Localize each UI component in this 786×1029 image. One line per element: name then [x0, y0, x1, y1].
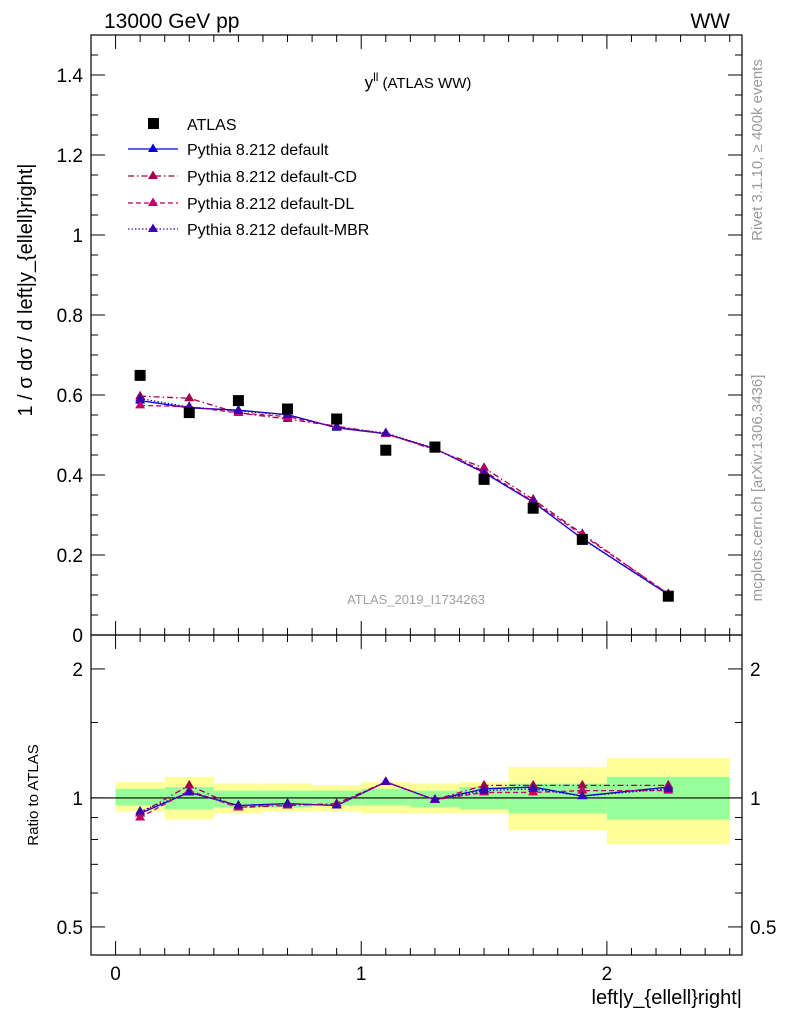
- plot-title-rest: (ATLAS WW): [382, 75, 471, 92]
- ratio-point-mbr: [528, 783, 539, 792]
- legend: ATLAS Pythia 8.212 default Pythia 8.212 …: [128, 117, 369, 239]
- ratio-point-dl: [135, 812, 146, 821]
- main-line-mbr: [140, 397, 669, 596]
- ratio-band-layer: [91, 757, 742, 845]
- x-tick-label: 2: [602, 964, 613, 985]
- ratio-y-tick-label-left: 1: [72, 789, 83, 810]
- header-beam-energy: 13000 GeV pp: [104, 10, 239, 33]
- legend-marker-mbr: [148, 223, 158, 232]
- main-point-cd: [184, 392, 195, 402]
- main-atlas-point: [331, 413, 343, 425]
- main-atlas-point: [183, 407, 195, 419]
- ratio-point-mbr: [184, 786, 195, 796]
- legend-label-cd: Pythia 8.212 default-CD: [187, 169, 357, 186]
- mcplots-label: mcplots.cern.ch [arXiv:1306.3436]: [749, 375, 766, 602]
- ratio-y-tick-label-left: 2: [72, 660, 83, 681]
- rivet-version-label: Rivet 3.1.10, ≥ 400k events: [749, 59, 766, 241]
- ratio-band-inner: [115, 788, 165, 806]
- plot-title-sup: ll: [373, 70, 378, 84]
- legend-label-mbr: Pythia 8.212 default-MBR: [187, 222, 369, 239]
- legend-marker-atlas: [148, 118, 159, 129]
- plot-title-base: y: [365, 73, 374, 92]
- main-y-axis-label: 1 / σ dσ / d left|y_{ellell}right|: [15, 164, 37, 417]
- main-y-tick-label: 1.4: [57, 66, 84, 87]
- main-point-mbr: [135, 393, 146, 402]
- ratio-point-mbr: [380, 776, 391, 785]
- main-atlas-point: [380, 444, 392, 456]
- main-atlas-point: [232, 395, 244, 407]
- analysis-watermark: ATLAS_2019_I1734263: [347, 592, 485, 607]
- ratio-point-mbr: [479, 785, 490, 794]
- ratio-band-inner: [213, 790, 263, 808]
- main-y-tick-label: 0.4: [57, 466, 84, 487]
- ratio-point-mbr: [282, 798, 293, 807]
- legend-label-dl: Pythia 8.212 default-DL: [187, 196, 354, 213]
- ratio-y-tick-label-right: 0.5: [750, 918, 776, 939]
- ratio-point-mbr: [429, 794, 440, 803]
- main-atlas-point: [429, 441, 441, 453]
- main-line-dl: [140, 404, 669, 595]
- ratio-point-mbr: [135, 805, 146, 815]
- ratio-point-mbr: [331, 800, 342, 809]
- legend-marker-dl: [148, 197, 158, 206]
- legend-marker-default: [148, 143, 158, 152]
- x-tick-label: 1: [356, 964, 367, 985]
- main-y-tick-label: 0.6: [57, 386, 83, 407]
- ratio-band-inner: [361, 788, 411, 806]
- main-point-mbr: [331, 421, 342, 431]
- plot-title: yll (ATLAS WW): [365, 70, 472, 92]
- ratio-point-mbr: [577, 790, 588, 800]
- main-atlas-point: [134, 369, 146, 381]
- legend-marker-cd: [148, 170, 158, 179]
- main-atlas-point: [576, 533, 588, 545]
- main-y-tick-label: 0.2: [57, 546, 83, 567]
- axes-layer: 0 0.2 0.4 0.6 0.8 1 1.2 1.4 0 1 2 0.5 0.5 1 1 2 2: [57, 34, 776, 985]
- ratio-y-tick-label-left: 0.5: [57, 918, 83, 939]
- main-atlas-point: [282, 403, 294, 415]
- main-point-dl: [135, 399, 146, 409]
- main-point-mbr: [380, 427, 391, 436]
- ratio-point-cd: [577, 779, 588, 789]
- ratio-plot-frame: [90, 634, 743, 956]
- ratio-point-cd: [479, 779, 490, 789]
- ratio-y-tick-label-right: 1: [750, 789, 761, 810]
- ratio-y-tick-label-right: 2: [750, 660, 761, 681]
- main-atlas-point: [662, 590, 674, 602]
- main-atlas-point: [527, 502, 539, 514]
- main-y-tick-label: 1: [72, 226, 83, 247]
- main-atlas-point: [478, 473, 490, 485]
- legend-label-default: Pythia 8.212 default: [187, 142, 329, 159]
- x-tick-label: 0: [110, 964, 121, 985]
- main-line-cd: [140, 395, 669, 595]
- legend-label-atlas: ATLAS: [187, 117, 237, 134]
- main-point-mbr: [479, 467, 490, 476]
- main-y-tick-label: 1.2: [57, 146, 83, 167]
- main-y-tick-label: 0: [72, 626, 83, 647]
- header-process: WW: [690, 10, 730, 33]
- ratio-point-mbr: [233, 800, 244, 809]
- ratio-point-cd: [184, 779, 195, 789]
- series-layer: [134, 369, 674, 821]
- ratio-point-mbr: [663, 783, 674, 792]
- main-point-mbr: [233, 405, 244, 414]
- main-y-tick-label: 0.8: [57, 306, 83, 327]
- ratio-point-dl: [577, 785, 588, 794]
- main-line-default: [140, 399, 669, 596]
- x-axis-label: left|y_{ellell}right|: [592, 987, 742, 1009]
- ratio-y-axis-label: Ratio to ATLAS: [25, 744, 42, 845]
- main-point-mbr: [528, 496, 539, 505]
